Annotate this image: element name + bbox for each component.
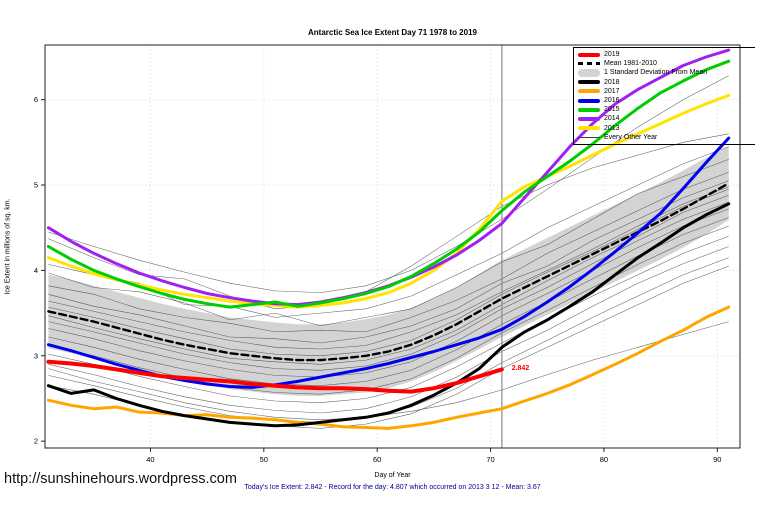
legend: 2019 Mean 1981-2010 1 Standard Deviation F… xyxy=(573,47,755,145)
y-axis-label: Ice Extent in millions of sq. km. xyxy=(4,198,12,295)
thick-swatch-icon xyxy=(578,52,600,57)
thin-swatch-icon xyxy=(578,136,600,138)
y-tick-label: 5 xyxy=(34,181,38,190)
legend-label: 2016 xyxy=(604,97,620,105)
legend-label: Mean 1981-2010 xyxy=(604,60,657,68)
x-tick-label: 90 xyxy=(713,455,721,464)
chart-title: Antarctic Sea Ice Extent Day 71 1978 to … xyxy=(308,28,477,37)
thick-swatch-icon xyxy=(578,89,600,94)
site-url: http://sunshinehours.wordpress.com xyxy=(4,471,237,487)
series-line-mean-1981-2010 xyxy=(47,182,730,362)
x-tick-label: 40 xyxy=(146,455,154,464)
legend-item-2018: 2018 xyxy=(578,78,755,87)
background-year-line xyxy=(48,75,729,293)
plot-border xyxy=(44,44,741,449)
dashed-swatch-icon xyxy=(578,62,600,66)
y-tick-label: 6 xyxy=(34,95,38,104)
background-year-line xyxy=(48,159,729,327)
x-tick-label: 70 xyxy=(486,455,494,464)
legend-label: 2018 xyxy=(604,78,620,86)
x-tick-label: 80 xyxy=(600,455,608,464)
background-year-line xyxy=(48,171,729,333)
y-tick-label: 4 xyxy=(34,266,38,275)
x-axis-label: Day of Year xyxy=(374,472,411,479)
background-year-line xyxy=(48,180,729,344)
legend-item-1-standard-deviation-from-mean: 1 Standard Deviation From Mean xyxy=(578,68,755,77)
current-value-annotation: 2.842 xyxy=(511,365,530,373)
background-year-line xyxy=(48,236,729,403)
background-year-line xyxy=(48,217,729,386)
legend-label: Every Other Year xyxy=(604,133,658,141)
legend-item-2016: 2016 xyxy=(578,96,755,105)
legend-label: 2017 xyxy=(604,87,620,95)
background-year-line xyxy=(48,186,729,350)
series-line-2017 xyxy=(46,305,731,430)
legend-label: 2014 xyxy=(604,115,620,123)
background-year-line xyxy=(48,208,729,378)
series-line-2019 xyxy=(46,359,504,394)
x-tick-label: 50 xyxy=(260,455,268,464)
band-swatch-icon xyxy=(578,68,600,77)
legend-item-2019: 2019 xyxy=(578,50,755,59)
legend-item-2017: 2017 xyxy=(578,87,755,96)
legend-item-2015: 2015 xyxy=(578,105,755,114)
y-tick-label: 2 xyxy=(34,437,38,446)
thick-swatch-icon xyxy=(578,116,600,121)
legend-label: 2015 xyxy=(604,106,620,114)
background-year-line xyxy=(48,189,729,357)
thick-swatch-icon xyxy=(578,98,600,103)
legend-label: 2019 xyxy=(604,51,620,59)
background-year-line xyxy=(48,246,729,414)
series-line-2015 xyxy=(46,59,731,309)
stddev-band xyxy=(48,146,729,396)
legend-label: 1 Standard Deviation From Mean xyxy=(604,69,708,77)
chart-caption: Today's Ice Extent: 2.842 - Record for t… xyxy=(244,484,541,491)
y-tick-label: 3 xyxy=(34,351,38,360)
background-year-line xyxy=(48,195,729,365)
series-line-2018 xyxy=(46,202,731,428)
legend-item-2013: 2013 xyxy=(578,124,755,133)
legend-item-mean-1981-2010: Mean 1981-2010 xyxy=(578,59,755,68)
legend-item-every-other-year: Every Other Year xyxy=(578,133,755,142)
legend-label: 2013 xyxy=(604,124,620,132)
background-year-line xyxy=(48,133,729,310)
thick-swatch-icon xyxy=(578,107,600,112)
x-tick-label: 60 xyxy=(373,455,381,464)
thick-swatch-icon xyxy=(578,126,600,131)
thick-swatch-icon xyxy=(578,80,600,85)
legend-item-2014: 2014 xyxy=(578,114,755,123)
